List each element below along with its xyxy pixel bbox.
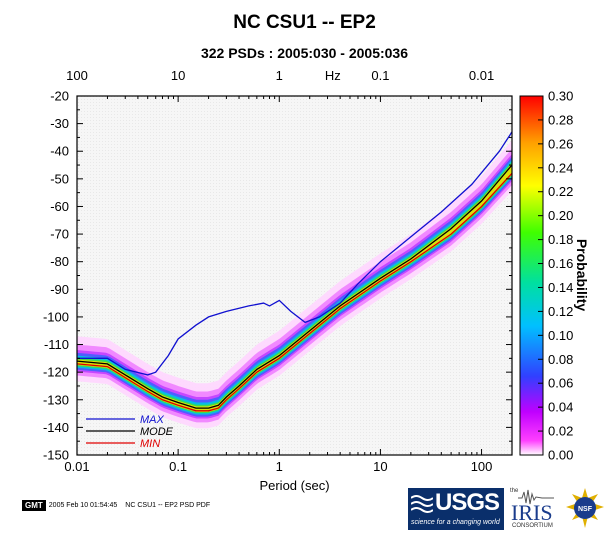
colorbar-tick-label: 0.08 bbox=[548, 352, 573, 367]
gmt-timestamp: GMT 2005 Feb 10 01:54:45 NC CSU1 -- EP2 … bbox=[22, 500, 210, 511]
series-line-max bbox=[77, 131, 513, 376]
iris-consortium: CONSORTIUM bbox=[512, 523, 553, 529]
chart-title: NC CSU1 -- EP2 bbox=[233, 12, 376, 33]
y-tick-label: -100 bbox=[43, 309, 69, 324]
y-tick-label: -60 bbox=[50, 199, 69, 214]
colorbar-tick-label: 0.22 bbox=[548, 184, 573, 199]
iris-wordmark: IRIS bbox=[511, 500, 553, 525]
colorbar-tick-label: 0.02 bbox=[548, 424, 573, 439]
axes: 0.01 0.1 1 10 100 100 10 1 0.1 0.01 Hz Period (sec)… bbox=[43, 68, 513, 493]
plot-file-label: NC CSU1 -- EP2 PSD PDF bbox=[125, 502, 211, 509]
legend-label-mode: MODE bbox=[140, 426, 174, 438]
series-line-mode bbox=[76, 164, 513, 409]
y-tick-label: -80 bbox=[50, 254, 69, 269]
y-tick-label: -20 bbox=[50, 89, 69, 104]
x-tick-label: 0.01 bbox=[64, 459, 89, 474]
timestamp-text: 2005 Feb 10 01:54:45 bbox=[48, 502, 118, 509]
x2-tick-label: 0.01 bbox=[469, 68, 494, 83]
nsf-logo: NSF bbox=[564, 486, 606, 530]
y-tick-label: -110 bbox=[44, 337, 69, 352]
colorbar-tick-label: 0.14 bbox=[548, 280, 573, 295]
gmt-badge: GMT bbox=[22, 500, 46, 511]
usgs-tagline: science for a changing world bbox=[411, 519, 500, 526]
nsf-seal-icon: NSF bbox=[566, 488, 604, 528]
y-tick-label: -90 bbox=[50, 282, 69, 297]
usgs-wave-icon bbox=[411, 495, 433, 513]
colorbar-tick-label: 0.24 bbox=[548, 160, 573, 175]
legend-label-max: MAX bbox=[140, 414, 165, 426]
x2-tick-label: 10 bbox=[171, 68, 185, 83]
colorbar-tick-label: 0.12 bbox=[548, 304, 573, 319]
colorbar-tick-label: 0.04 bbox=[548, 400, 573, 415]
iris-prefix: the bbox=[510, 488, 519, 494]
colorbar-tick-label: 0.06 bbox=[548, 376, 573, 391]
x-tick-label: 1 bbox=[276, 459, 283, 474]
y-tick-label: -130 bbox=[43, 392, 69, 407]
iris-logo: the IRIS CONSORTIUM bbox=[508, 486, 560, 532]
colorbar-tick-label: 0.26 bbox=[548, 136, 573, 151]
colorbar-gradient bbox=[519, 95, 544, 456]
y-tick-label: -40 bbox=[50, 144, 69, 159]
colorbar-tick-label: 0.10 bbox=[548, 328, 573, 343]
x-tick-label: 0.1 bbox=[169, 459, 187, 474]
y-tick-label: -50 bbox=[50, 171, 69, 186]
y-tick-label: -150 bbox=[43, 448, 69, 463]
series-lines bbox=[76, 131, 513, 412]
y-tick-label: -120 bbox=[43, 365, 69, 380]
x-axis-label: Period (sec) bbox=[259, 478, 329, 493]
x2-tick-label: 0.1 bbox=[371, 68, 389, 83]
colorbar: 0.00 0.02 0.04 0.06 0.08 0.10 0.12 0.14 0.16 0.18… bbox=[519, 89, 590, 463]
seismogram-icon bbox=[518, 489, 554, 505]
x2-tick-label: 1 bbox=[276, 68, 283, 83]
y-tick-label: -140 bbox=[43, 420, 69, 435]
x-tick-label: 10 bbox=[373, 459, 387, 474]
colorbar-tick-label: 0.30 bbox=[548, 89, 573, 104]
x2-tick-label: 100 bbox=[66, 68, 88, 83]
colorbar-tick-label: 0.20 bbox=[548, 208, 573, 223]
usgs-logo: USGS science for a changing world bbox=[408, 488, 504, 530]
colorbar-tick-label: 0.16 bbox=[548, 256, 573, 271]
colorbar-tick-label: 0.00 bbox=[548, 448, 573, 463]
colorbar-label: Probability bbox=[574, 239, 590, 312]
colorbar-tick-label: 0.28 bbox=[548, 112, 573, 127]
y-tick-label: -30 bbox=[50, 116, 69, 131]
legend-label-min: MIN bbox=[140, 438, 160, 450]
colorbar-tick-label: 0.18 bbox=[548, 232, 573, 247]
usgs-wordmark: USGS bbox=[435, 489, 500, 516]
nsf-text: NSF bbox=[578, 506, 593, 513]
y-tick-label: -70 bbox=[50, 227, 69, 242]
series-line-min bbox=[76, 172, 513, 412]
x2-axis-label: Hz bbox=[325, 68, 341, 83]
chart-subtitle: 322 PSDs : 2005:030 - 2005:036 bbox=[200, 45, 409, 61]
x-tick-label: 100 bbox=[471, 459, 493, 474]
